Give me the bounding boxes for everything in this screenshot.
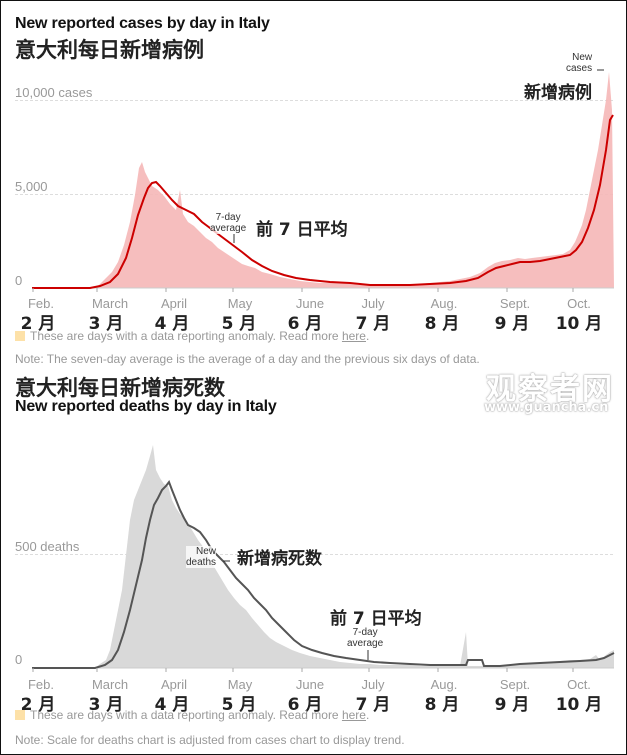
cases-avg-annotation-line1: 7-day [215, 212, 241, 223]
deaths-avg-annotation-line2: average [347, 638, 384, 649]
cases-gridline-5000 [15, 194, 613, 195]
deaths-month-en-jun: June [295, 677, 325, 692]
deaths-legend-end: . [365, 708, 370, 722]
deaths-month-zh-feb: 2 月 [20, 695, 56, 715]
cases-month-en-jun: June [295, 296, 325, 311]
cases-month-zh-sep: 9 月 [494, 314, 530, 334]
cases-month-zh-may: 5 月 [221, 314, 257, 334]
cases-legend-text: These are days with a data reporting ano… [30, 329, 339, 343]
deaths-month-zh-jul: 7 月 [355, 695, 391, 715]
deaths-new-annotation-zh: 新增病死数 [237, 549, 322, 569]
deaths-legend-text: These are days with a data reporting ano… [30, 708, 339, 722]
cases-month-en-apr: April [160, 296, 187, 311]
cases-x-axis-labels: Feb. 2 月 March 3 月 April 4 月 May 5 月 Jun… [0, 296, 627, 334]
deaths-bars [32, 445, 614, 668]
deaths-month-en-feb: Feb. [27, 677, 54, 692]
deaths-month-en-may: May [227, 677, 253, 692]
cases-month-en-oct: Oct. [567, 296, 591, 311]
cases-month-zh-oct: 10 月 [555, 314, 603, 334]
deaths-new-annotation-line2: deaths [186, 557, 217, 568]
deaths-month-zh-apr: 4 月 [154, 695, 190, 715]
anomaly-swatch-icon [15, 331, 25, 341]
cases-new-annotation-zh: 新增病例 [524, 83, 592, 103]
cases-x-ticks [32, 288, 574, 292]
deaths-month-en-sep: Sept. [499, 677, 531, 692]
cases-avg-annotation-zh: 前 7 日平均 [256, 220, 348, 240]
deaths-month-en-apr: April [160, 677, 187, 692]
cases-month-en-sep: Sept. [499, 296, 531, 311]
cases-month-zh-jun: 6 月 [287, 314, 323, 334]
cases-month-en-jul: July [361, 296, 385, 311]
deaths-month-zh-oct: 10 月 [555, 695, 603, 715]
cases-title-en: New reported cases by day in Italy [15, 15, 270, 32]
deaths-month-en-jul: July [361, 677, 385, 692]
deaths-y-label-0: 0 [15, 652, 23, 667]
cases-month-zh-jul: 7 月 [355, 314, 391, 334]
cases-7day-line [32, 114, 614, 289]
cases-avg-annotation-line2: average [210, 223, 247, 234]
deaths-x-ticks [32, 668, 574, 672]
cases-month-en-may: May [227, 296, 253, 311]
deaths-note: Note: Scale for deaths chart is adjusted… [15, 733, 405, 747]
cases-bars [32, 72, 614, 288]
cases-y-label-5000: 5,000 [15, 179, 48, 194]
deaths-7day-line [32, 479, 615, 669]
deaths-anomaly-legend: These are days with a data reporting ano… [15, 708, 369, 722]
cases-gridline-10000 [15, 100, 613, 101]
cases-new-annotation-line1: New [572, 52, 593, 63]
cases-new-annotation: New cases [566, 52, 593, 74]
watermark-logo: 观察者网 [486, 372, 614, 407]
cases-month-en-feb: Feb. [27, 296, 54, 311]
cases-y-label-0: 0 [15, 273, 23, 288]
anomaly-swatch-icon [15, 710, 25, 720]
deaths-title-zh: 意大利每日新增病死数 [15, 376, 225, 400]
cases-legend-here-link[interactable]: here [341, 329, 366, 343]
deaths-month-zh-jun: 6 月 [287, 695, 323, 715]
deaths-month-en-oct: Oct. [567, 677, 591, 692]
deaths-month-zh-aug: 8 月 [424, 695, 460, 715]
deaths-month-zh-sep: 9 月 [494, 695, 530, 715]
cases-new-annotation-line2: cases [566, 63, 593, 74]
cases-title-zh: 意大利每日新增病例 [15, 38, 204, 62]
cases-month-zh-aug: 8 月 [424, 314, 460, 334]
cases-month-zh-mar: 3 月 [88, 314, 124, 334]
deaths-y-label-500: 500 deaths [15, 539, 80, 554]
deaths-new-annotation-line1: New [196, 546, 217, 557]
cases-note: Note: The seven-day average is the avera… [15, 352, 480, 366]
deaths-avg-annotation-line1: 7-day [352, 627, 378, 638]
cases-y-label-10000: 10,000 cases [15, 85, 93, 100]
watermark-url: www.guancha.cn [484, 400, 609, 415]
deaths-title-en: New reported deaths by day in Italy [15, 398, 277, 415]
deaths-gridline-500 [15, 554, 613, 555]
deaths-avg-annotation-zh: 前 7 日平均 [330, 609, 422, 629]
deaths-legend-here-link[interactable]: here [341, 708, 366, 722]
deaths-month-en-aug: Aug. [430, 677, 458, 692]
cases-month-zh-apr: 4 月 [154, 314, 190, 334]
cases-month-en-mar: March [91, 296, 129, 311]
cases-month-zh-feb: 2 月 [20, 314, 56, 334]
cases-month-en-aug: Aug. [430, 296, 458, 311]
deaths-month-zh-mar: 3 月 [88, 695, 124, 715]
deaths-x-axis-labels: Feb. 2 月 March 3 月 April 4 月 May 5 月 Jun… [0, 677, 627, 715]
deaths-month-en-mar: March [91, 677, 129, 692]
deaths-new-annotation: New deaths [186, 546, 217, 568]
deaths-avg-annotation: 7-day average [347, 627, 384, 649]
cases-anomaly-legend: These are days with a data reporting ano… [15, 329, 369, 343]
cases-avg-annotation: 7-day average [210, 212, 247, 234]
deaths-month-zh-may: 5 月 [221, 695, 257, 715]
cases-legend-end: . [365, 329, 370, 343]
